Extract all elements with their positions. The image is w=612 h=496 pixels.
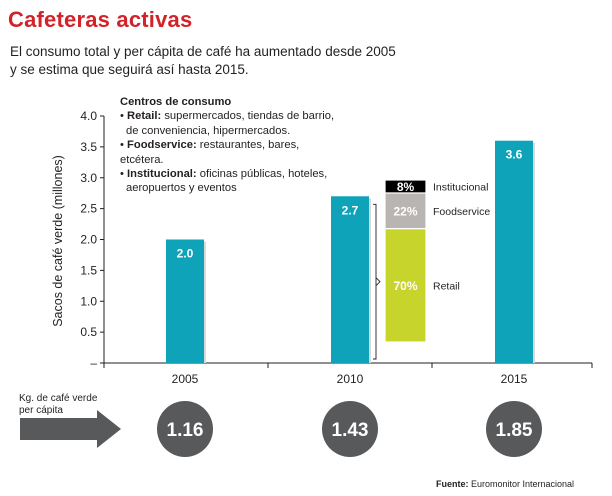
stack-series-name: Institucional xyxy=(433,181,488,193)
per-capita-label-line-2: per cápita xyxy=(19,405,63,416)
stack-segment-label: 22% xyxy=(393,204,417,218)
y-tick-label: 1.5 xyxy=(80,263,97,277)
bracket-pointer xyxy=(375,277,381,286)
chart-subtitle: El consumo total y per cápita de café ha… xyxy=(10,43,430,79)
stack-series-name: Foodservice xyxy=(433,206,490,218)
note-institucional: • Institucional: oficinas públicas, hote… xyxy=(120,168,328,181)
note-institucional-term: Institucional: xyxy=(127,168,197,181)
per-capita-value: 1.16 xyxy=(167,420,204,441)
bar-value-label: 3.6 xyxy=(506,148,523,162)
x-axis: 2005 2010 2015 xyxy=(103,362,593,386)
y-tick-label: – xyxy=(90,356,97,370)
per-capita-circle xyxy=(157,401,213,457)
bar-value-label: 2.7 xyxy=(342,203,359,217)
subtitle-line-2: y se estima que seguirá así hasta 2015. xyxy=(10,62,249,77)
source-note: Fuente: Euromonitor Internacional xyxy=(436,479,574,489)
source-label: Fuente: xyxy=(436,479,469,489)
note-institucional-text: oficinas públicas, hoteles, xyxy=(196,168,328,181)
note-foodservice: • Foodservice: restaurantes, bares, xyxy=(120,139,300,152)
per-capita-label-line-1: Kg. de café verde xyxy=(19,393,98,404)
note-institucional-text-2: aeropuertos y eventos xyxy=(126,182,237,195)
y-tick-label: 2.5 xyxy=(80,202,97,216)
source-text: Euromonitor Internacional xyxy=(468,479,575,489)
y-tick-label: 2.0 xyxy=(80,233,97,247)
x-tick-label: 2010 xyxy=(337,372,364,386)
y-tick-label: 0.5 xyxy=(80,325,97,339)
bars: 2.0 2.7 3.6 xyxy=(166,140,535,363)
bar xyxy=(495,140,533,363)
bar-value-label: 2.0 xyxy=(177,247,194,261)
bracket xyxy=(373,203,377,360)
note-foodservice-text-2: etcétera. xyxy=(120,153,164,166)
right-arrow-icon xyxy=(20,410,121,448)
per-capita-value: 1.85 xyxy=(496,420,533,441)
y-tick-label: 3.0 xyxy=(80,171,97,185)
x-tick-label: 2015 xyxy=(501,372,528,386)
note-retail: • Retail: supermercados, tiendas de barr… xyxy=(120,110,335,123)
y-tick-label: 1.0 xyxy=(80,294,97,308)
subtitle-line-1: El consumo total y per cápita de café ha… xyxy=(10,44,396,59)
stack-segment-label: 8% xyxy=(397,180,415,194)
note-retail-text: supermercados, tiendas de barrio, xyxy=(161,110,335,123)
per-capita-circle xyxy=(486,401,542,457)
consumption-centers-note: Centros de consumo • Retail: supermercad… xyxy=(120,95,360,196)
stack-segment xyxy=(384,228,427,343)
stack-series-name: Retail xyxy=(433,280,460,292)
x-tick-label: 2005 xyxy=(172,372,199,386)
bar xyxy=(166,239,204,363)
stack-segment-label: 70% xyxy=(393,279,417,293)
bar xyxy=(331,196,369,363)
stack-segment xyxy=(384,179,427,194)
note-retail-term: Retail: xyxy=(127,110,162,123)
per-capita-circle xyxy=(322,401,378,457)
per-capita-value: 1.43 xyxy=(332,420,369,441)
y-tick-label: 4.0 xyxy=(80,109,97,123)
stacked-bar-2010: 70% 22% 8% Retail Foodservice Institucional xyxy=(373,179,490,360)
note-retail-text-2: de conveniencia, hipermercados. xyxy=(126,124,291,137)
y-tick-label: 3.5 xyxy=(80,140,97,154)
note-foodservice-text: restaurantes, bares, xyxy=(196,139,300,152)
y-axis-label: Sacos de café verde (millones) xyxy=(51,155,65,327)
note-title: Centros de consumo xyxy=(120,96,232,108)
chart-title: Cafeteras activas xyxy=(8,7,193,32)
note-foodservice-term: Foodservice: xyxy=(127,139,197,152)
y-axis: 4.0 3.5 3.0 2.5 2.0 1.5 1.0 0.5 – xyxy=(80,109,105,370)
stack-segment xyxy=(384,192,427,230)
